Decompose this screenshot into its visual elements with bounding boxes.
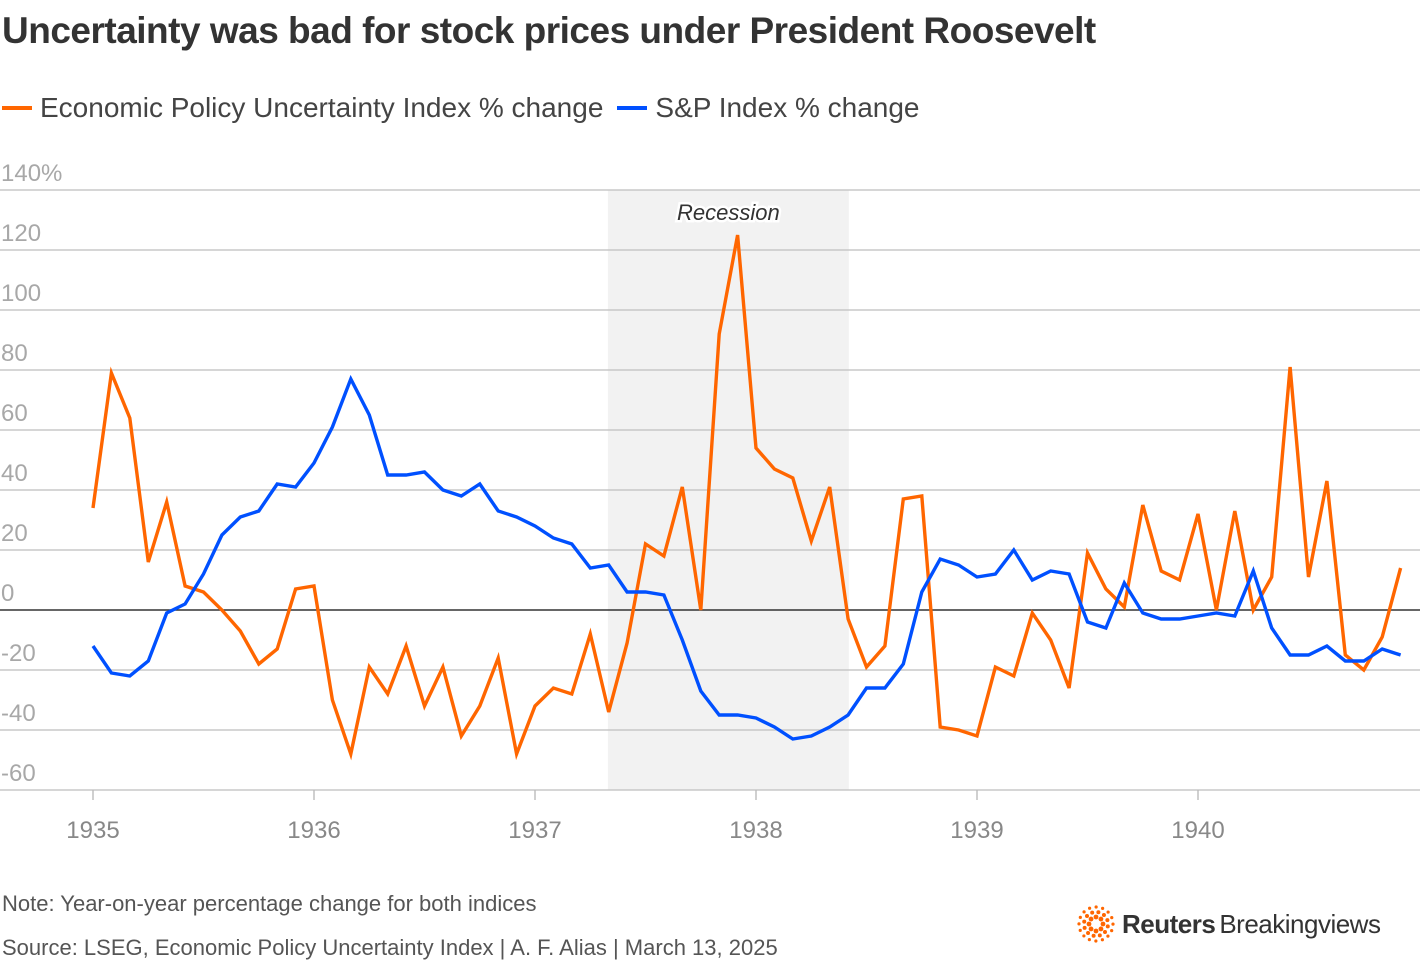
logo-dot: [1078, 928, 1082, 932]
logo-dot: [1077, 922, 1081, 926]
y-tick-label: -40: [1, 700, 36, 727]
y-tick-label: 140%: [1, 160, 62, 187]
chart-note: Note: Year-on-year percentage change for…: [2, 891, 537, 916]
logo-dot: [1082, 919, 1087, 924]
epu-line: [91, 234, 1403, 761]
logo-dot: [1093, 914, 1099, 920]
reuters-breakingviews-logo: Reuters Breakingviews: [1076, 904, 1381, 944]
legend-item-epu: Economic Policy Uncertainty Index % chan…: [2, 92, 603, 124]
chart-source: Source: LSEG, Economic Policy Uncertaint…: [2, 935, 778, 960]
logo-dot: [1086, 930, 1091, 935]
logo-dot: [1094, 905, 1098, 909]
logo-dot: [1105, 924, 1110, 929]
y-tick-label: -20: [1, 640, 36, 667]
logo-dot: [1086, 921, 1092, 927]
y-tick-label: 20: [1, 520, 28, 547]
logo-dot: [1101, 913, 1106, 918]
logo-product: Breakingviews: [1219, 908, 1381, 939]
x-tick-label: 1940: [1171, 817, 1224, 844]
logo-dot: [1085, 914, 1090, 919]
sp-line: [91, 374, 1402, 741]
logo-dot: [1098, 916, 1104, 922]
logo-dot: [1094, 939, 1098, 943]
logo-dot: [1100, 938, 1104, 942]
y-tick-label: 100: [1, 280, 41, 307]
logo-dot: [1106, 934, 1110, 938]
logo-dot: [1078, 915, 1082, 919]
logo-dot: [1082, 910, 1086, 914]
logo-dot: [1088, 916, 1094, 922]
logo-dot: [1082, 925, 1087, 930]
y-tick-label: 120: [1, 220, 41, 247]
y-tick-label: 80: [1, 340, 28, 367]
series-sp: [91, 374, 1402, 741]
x-tick-label: 1937: [508, 817, 561, 844]
logo-dot: [1110, 916, 1114, 920]
logo-dot: [1111, 922, 1115, 926]
logo-dot: [1091, 933, 1096, 938]
logo-dot: [1110, 929, 1114, 933]
x-tick-label: 1936: [287, 817, 340, 844]
logo-dot: [1105, 918, 1110, 923]
logo-dot: [1098, 926, 1104, 932]
legend-swatch-sp: [617, 106, 648, 110]
y-tick-label: -60: [1, 760, 36, 787]
chart-title: Uncertainty was bad for stock prices und…: [2, 10, 1096, 51]
x-tick-label: 1935: [66, 817, 119, 844]
y-tick-label: 60: [1, 400, 28, 427]
y-tick-label: 0: [1, 580, 14, 607]
logo-dot: [1102, 929, 1107, 934]
legend-label-epu: Economic Policy Uncertainty Index % chan…: [40, 92, 604, 123]
x-tick-label: 1938: [729, 817, 782, 844]
logo-dot: [1093, 928, 1099, 934]
legend-item-sp: S&P Index % change: [617, 92, 920, 124]
logo-dot: [1088, 906, 1092, 910]
logo-dot: [1096, 910, 1101, 915]
logo-dot: [1088, 926, 1094, 932]
reuters-logo-icon: [1077, 905, 1115, 943]
logo-dot: [1101, 906, 1105, 910]
logo-dot: [1082, 934, 1086, 938]
logo-dot: [1090, 910, 1095, 915]
recession-label: Recession: [677, 200, 780, 225]
logo-dot: [1097, 933, 1102, 938]
legend-swatch-epu: [2, 106, 32, 110]
logo-dot: [1087, 938, 1091, 942]
series-epu: [91, 234, 1403, 761]
x-tick-label: 1939: [950, 817, 1003, 844]
legend-label-sp: S&P Index % change: [655, 92, 920, 123]
logo-dot: [1100, 921, 1106, 927]
legend: Economic Policy Uncertainty Index % chan…: [2, 92, 934, 124]
y-tick-label: 40: [1, 460, 28, 487]
logo-dot: [1106, 910, 1110, 914]
logo-brand: Reuters: [1122, 908, 1216, 939]
